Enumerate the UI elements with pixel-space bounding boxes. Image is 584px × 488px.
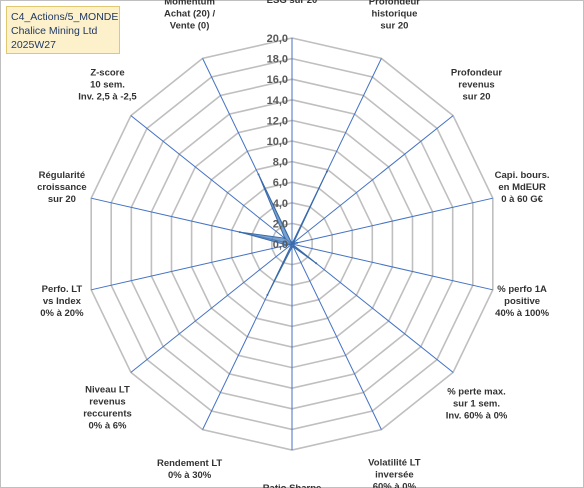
- axis-label-0: NoteESG sur 20: [267, 0, 318, 6]
- spoke-4: [291, 243, 493, 291]
- axis-label-7: Ratio Sharpe0 à 2: [263, 483, 322, 488]
- axis-label-line: 40% à 100%: [495, 308, 549, 319]
- axis-label-line: sur 1 sem.: [453, 399, 500, 410]
- axis-label-line: Profondeur: [369, 0, 420, 7]
- axis-label-line: revenus: [458, 79, 494, 90]
- axis-label-4: % perfo 1A positive 40% à 100%: [495, 284, 549, 319]
- axis-label-line: reccurents: [83, 408, 132, 419]
- spoke-10: [91, 243, 293, 291]
- spoke-5: [291, 243, 454, 373]
- axis-label-line: % perfo 1A: [497, 284, 547, 295]
- axis-label-line: Régularité: [39, 170, 85, 181]
- axis-label-line: ESG sur 20: [267, 0, 318, 6]
- axis-label-line: sur 20: [48, 194, 76, 205]
- info-company: Chalice Mining Ltd: [11, 25, 98, 37]
- axis-label-line: sur 20: [463, 91, 491, 102]
- axis-label-line: Volatilité LT: [368, 458, 421, 469]
- data-point-10: [286, 244, 288, 247]
- axis-label-line: Rendement LT: [157, 458, 222, 469]
- radar-spokes: [91, 38, 493, 450]
- spoke-9: [130, 243, 293, 373]
- axis-label-line: Niveau LT: [85, 384, 130, 395]
- axis-label-line: Z-score: [90, 67, 124, 78]
- axis-label-line: Momentum: [164, 0, 215, 7]
- data-point-9: [291, 243, 293, 245]
- axis-label-line: Ratio Sharpe: [263, 483, 322, 488]
- data-point-13: [257, 173, 260, 176]
- axis-label-line: Inv. 2,5 à -2,5: [78, 91, 137, 102]
- axis-label-line: % perte max.: [447, 387, 506, 398]
- spoke-12: [130, 115, 293, 245]
- axis-label-line: inversée: [375, 470, 414, 481]
- data-point-8: [266, 294, 269, 296]
- tick-label-8: 16,0: [267, 74, 288, 86]
- axis-label-line: Achat (20) /: [164, 8, 216, 19]
- axis-label-line: positive: [504, 296, 540, 307]
- axis-label-line: Perfo. LT: [42, 284, 83, 295]
- spoke-3: [291, 197, 493, 245]
- tick-label-10: 20,0: [267, 33, 288, 45]
- info-category: C4_Actions/5_MONDE: [11, 11, 119, 23]
- axis-label-11: Régularité croissance sur 20: [37, 170, 87, 205]
- data-point-3: [296, 241, 298, 244]
- tick-label-3: 6,0: [273, 177, 288, 189]
- axis-label-13: Momentum Achat (20) / Vente (0): [164, 0, 216, 31]
- spoke-6: [291, 243, 382, 430]
- tick-label-2: 4,0: [273, 198, 288, 210]
- axis-label-line: Profondeur: [451, 67, 502, 78]
- data-point-1: [325, 170, 328, 173]
- axis-label-1: Profondeur historique sur 20: [369, 0, 420, 31]
- axis-label-6: Volatilité LT inversée 60% à 0%: [368, 458, 421, 488]
- axis-label-line: 0% à 30%: [168, 470, 212, 481]
- axis-label-line: historique: [371, 8, 417, 19]
- axis-label-line: 10 sem.: [90, 79, 125, 90]
- tick-label-0: 0,0: [273, 239, 288, 251]
- axis-label-line: Vente (0): [170, 20, 210, 31]
- radar-series: [238, 170, 328, 296]
- axis-label-8: Rendement LT 0% à 30%: [157, 458, 222, 481]
- data-point-5: [315, 262, 318, 265]
- tick-label-7: 14,0: [267, 95, 288, 107]
- tick-label-9: 18,0: [267, 54, 288, 66]
- info-week: 2025W27: [11, 39, 56, 51]
- axis-label-line: croissance: [37, 182, 87, 193]
- tick-label-4: 8,0: [273, 157, 288, 169]
- axis-label-line: en MdEUR: [498, 182, 546, 193]
- axis-label-line: 60% à 0%: [373, 482, 417, 488]
- data-point-12: [283, 237, 286, 240]
- data-point-7: [291, 246, 293, 249]
- axis-label-line: 0 à 60 G€: [501, 194, 543, 205]
- info-box: C4_Actions/5_MONDE Chalice Mining Ltd 20…: [6, 6, 120, 54]
- axis-label-line: sur 20: [380, 20, 408, 31]
- axis-label-line: revenus: [89, 396, 125, 407]
- tick-label-6: 12,0: [267, 115, 288, 127]
- axis-label-line: 0% à 6%: [88, 420, 127, 431]
- axis-label-line: vs Index: [43, 296, 82, 307]
- axis-label-line: Capi. bours.: [495, 170, 550, 181]
- radar-tick-labels: 0,0 2,0 4,0 6,0 8,0 10,0 12,0 14,0 16,0 18,0 20,0: [267, 33, 288, 251]
- axis-label-12: Z-score 10 sem. Inv. 2,5 à -2,5: [78, 67, 137, 102]
- data-point-2: [292, 241, 295, 244]
- axis-label-3: Capi. bours. en MdEUR 0 à 60 G€: [495, 170, 550, 205]
- axis-label-line: Inv. 60% à 0%: [446, 411, 508, 422]
- axis-label-5: % perte max. sur 1 sem. Inv. 60% à 0%: [446, 387, 508, 422]
- axis-label-2: Profondeur revenus sur 20: [451, 67, 502, 102]
- data-point-11: [238, 231, 241, 234]
- axis-label-10: Perfo. LT vs Index 0% à 20%: [40, 284, 84, 319]
- spoke-2: [291, 115, 454, 245]
- tick-label-5: 10,0: [267, 136, 288, 148]
- axis-label-line: 0% à 20%: [40, 308, 84, 319]
- tick-label-1: 2,0: [273, 218, 288, 230]
- axis-label-9: Niveau LT revenus reccurents 0% à 6%: [83, 384, 132, 431]
